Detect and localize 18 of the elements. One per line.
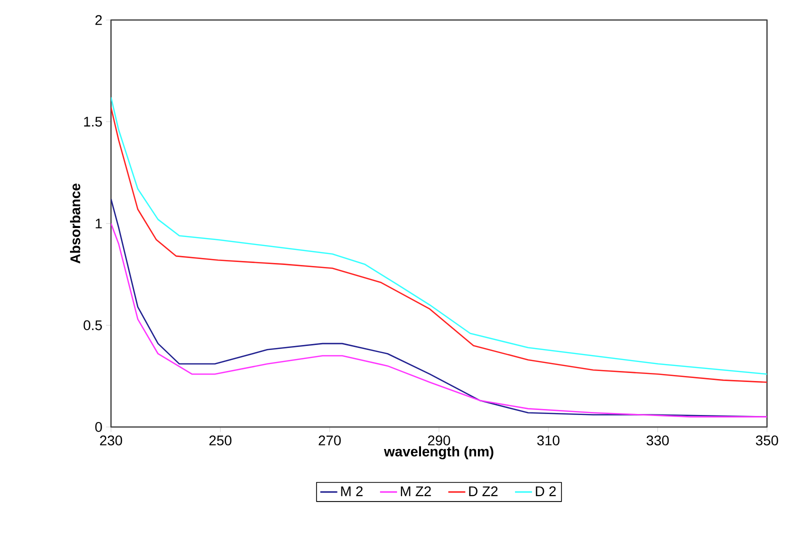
- legend-label: D 2: [536, 486, 556, 496]
- y-tick-label: 0.5: [84, 320, 102, 330]
- y-tick-label: 2: [95, 15, 102, 25]
- y-tick-label: 0: [95, 422, 102, 432]
- x-tick-label: 230: [100, 436, 122, 446]
- y-axis-title: Absorbance: [70, 184, 80, 264]
- legend-label: M 2: [341, 486, 363, 496]
- y-tick-label: 1.5: [84, 116, 102, 127]
- x-tick-label: 290: [428, 436, 450, 446]
- y-tick-label: 1: [96, 218, 102, 228]
- x-axis-title: wavelength (nm): [384, 446, 494, 460]
- x-tick-label: 350: [756, 436, 778, 446]
- x-tick-label: 310: [537, 436, 560, 446]
- x-tick-label: 250: [209, 436, 232, 446]
- x-tick-label: 270: [318, 436, 341, 446]
- legend-label: D Z2: [469, 486, 498, 496]
- x-tick-label: 330: [646, 436, 669, 446]
- legend-label: M Z2: [400, 486, 431, 496]
